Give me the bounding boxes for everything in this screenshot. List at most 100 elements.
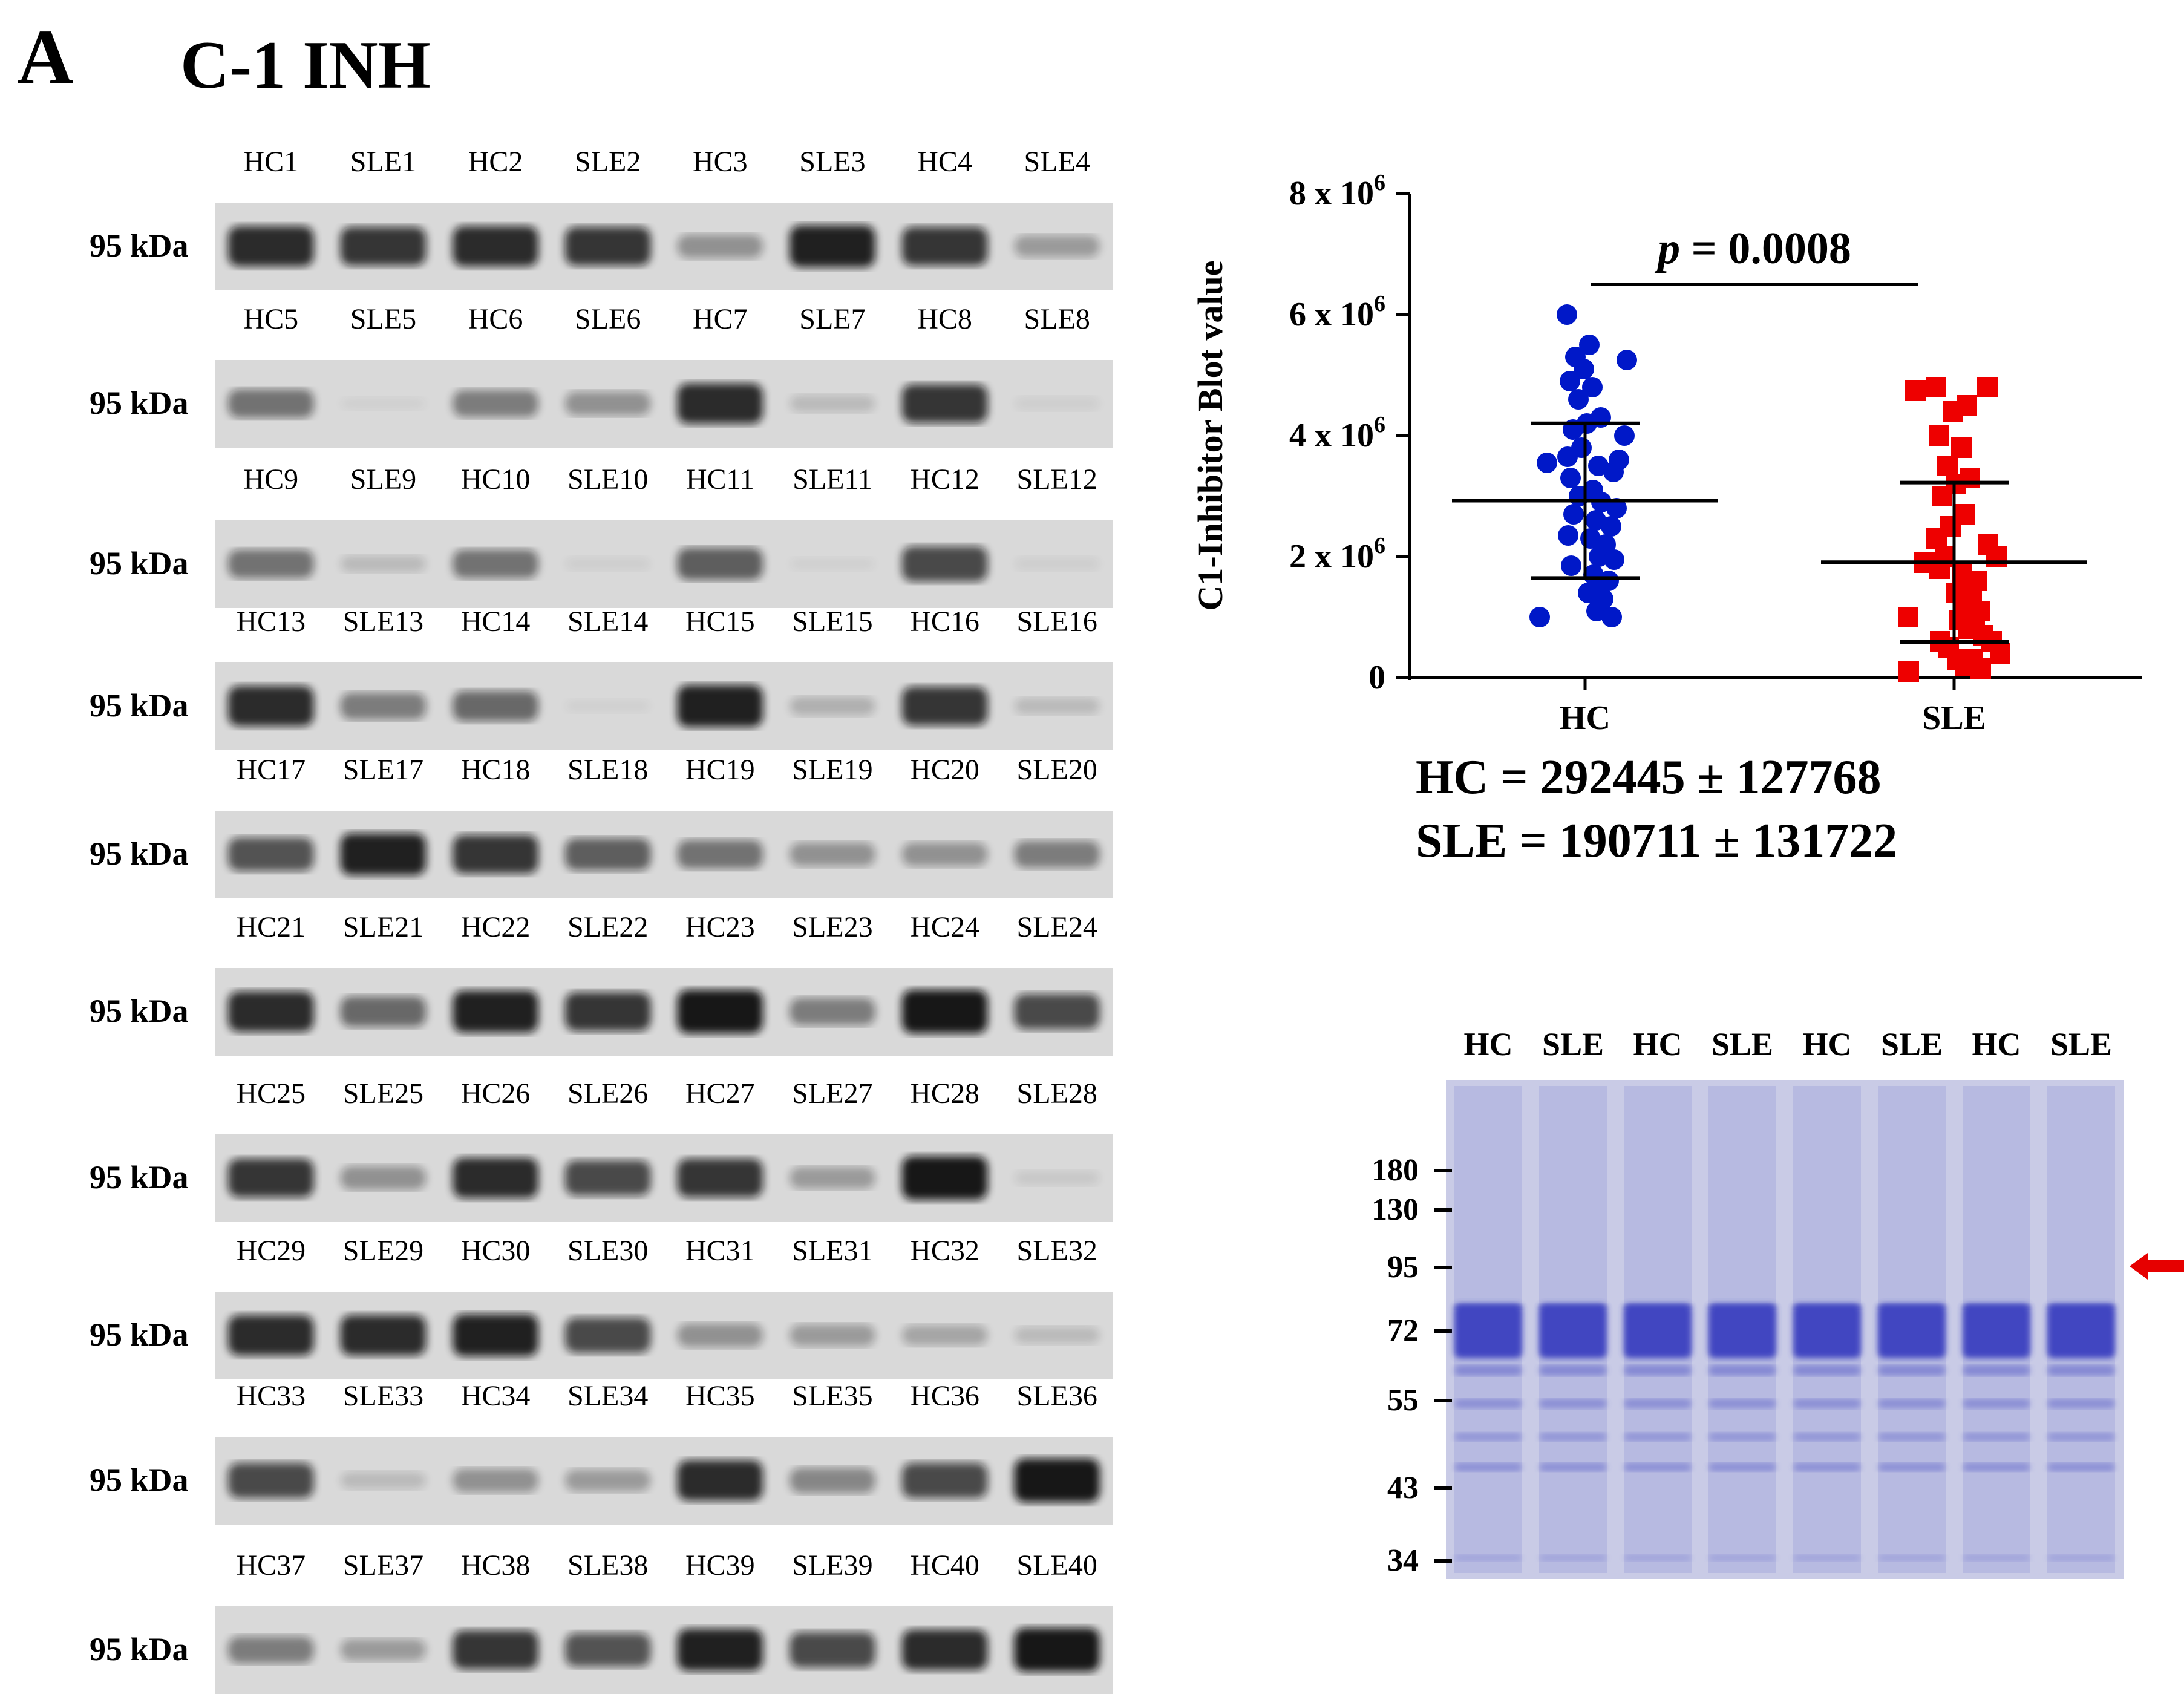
lane-label: SLE25 [342,1078,424,1110]
lane-label: HC14 [460,606,531,638]
gel-lane-label: HC [1972,1026,2021,1062]
blot-band [453,1157,538,1199]
lane-label: HC1 [243,146,299,178]
lane-label: SLE29 [342,1235,424,1267]
size-marker-label: 95 kDa [90,687,189,724]
lane-label: HC20 [910,754,979,786]
sle-data-point [1937,456,1958,476]
gel-band [2047,1433,2115,1441]
lane-label: HC10 [460,463,531,495]
lane-label: HC27 [685,1078,755,1110]
blot-band [453,549,538,578]
blot-band [1014,396,1100,411]
blot-band [228,1315,314,1356]
lane-label: SLE39 [792,1549,873,1581]
blot-band [1014,235,1100,258]
gel-lane-label: HC [1463,1026,1513,1062]
blot-strip [215,1134,1113,1222]
gel-band [1539,1304,1607,1358]
blot-band [790,1324,875,1347]
blot-band [564,557,651,571]
gel-band [2047,1304,2115,1358]
mw-marker-label: 95 [1387,1250,1419,1284]
blot-band [1014,1458,1100,1503]
size-marker-label: 95 kDa [90,1316,189,1353]
hc-data-point [1603,462,1624,482]
blot-band [901,1462,988,1499]
blot-band [677,548,763,580]
hc-data-point [1582,377,1603,397]
blot-band [564,1317,651,1353]
lane-label: HC25 [236,1078,306,1110]
lane-label: SLE33 [342,1380,424,1412]
lane-label: HC3 [692,146,748,178]
lane-label: SLE8 [1024,303,1090,335]
lane-label: HC5 [243,303,299,335]
blot-band [901,1629,988,1670]
lane-label: HC35 [685,1380,755,1412]
gel-lane-label: HC [1802,1026,1852,1062]
y-axis-label: C1-Inhibitor Blot value [1191,260,1230,610]
lane-label: HC32 [910,1235,979,1267]
size-marker-label: 95 kDa [90,1159,189,1195]
gel-band [1624,1304,1692,1358]
size-marker-label: 95 kDa [90,545,189,581]
gel-band [1793,1365,1861,1376]
gel-band [1878,1365,1946,1376]
gel-band [1878,1463,1946,1471]
blot-band [1014,697,1100,715]
y-tick-label: 2 x 106 [1289,533,1385,575]
gel-band [1624,1555,1692,1561]
blot-band [1014,993,1100,1030]
gel-band [1878,1433,1946,1441]
lane-label: HC6 [468,303,523,335]
blot-band [677,1323,763,1347]
gel-band [2047,1304,2115,1310]
gel-band [1624,1365,1692,1376]
lane-label: SLE13 [342,606,424,638]
hc-data-point [1561,555,1581,576]
blot-band [790,225,875,267]
lane-label: SLE7 [799,303,866,335]
figure-title: C-1 INH [180,28,431,103]
lane-label: HC39 [685,1549,755,1581]
lane-label: SLE9 [350,463,417,495]
lane-label: SLE37 [342,1549,424,1581]
blot-band [228,389,314,418]
blot-band [228,685,314,727]
blot-band [564,227,651,266]
blot-band [228,1462,314,1499]
gel-band [1708,1304,1776,1358]
gel-band [1793,1304,1861,1358]
gel-band [1539,1463,1607,1471]
lane-label: SLE40 [1016,1549,1097,1581]
sle-data-point [1932,486,1952,506]
gel-band [1963,1399,2030,1408]
hc-data-point [1537,453,1557,473]
blot-band [340,1166,427,1190]
gel-band [1708,1433,1776,1441]
gel-band [1539,1399,1607,1408]
gel-band [1454,1433,1522,1441]
blot-band [901,546,988,582]
lane-label: HC16 [910,606,979,638]
blot-band [677,1159,763,1197]
lane-label: SLE22 [567,911,649,943]
blot-band [677,989,763,1034]
mw-marker-label: 43 [1387,1471,1419,1505]
sle-data-point [1926,377,1946,397]
lane-label: SLE19 [792,754,873,786]
sle-data-point [1943,401,1963,422]
gel-band [1454,1304,1522,1358]
sle-data-point [1898,661,1919,682]
gel-band [1708,1365,1776,1376]
blot-band [228,1636,314,1664]
lane-label: SLE34 [567,1380,649,1412]
size-marker-label: 95 kDa [90,385,189,421]
lane-label: HC11 [685,463,754,495]
blot-band [901,687,988,725]
x-tick-label: HC [1560,699,1610,737]
hc-stat: HC = 292445 ± 127768 [1416,751,1882,804]
y-tick-label: 6 x 106 [1289,291,1385,333]
lane-label: SLE27 [792,1078,873,1110]
